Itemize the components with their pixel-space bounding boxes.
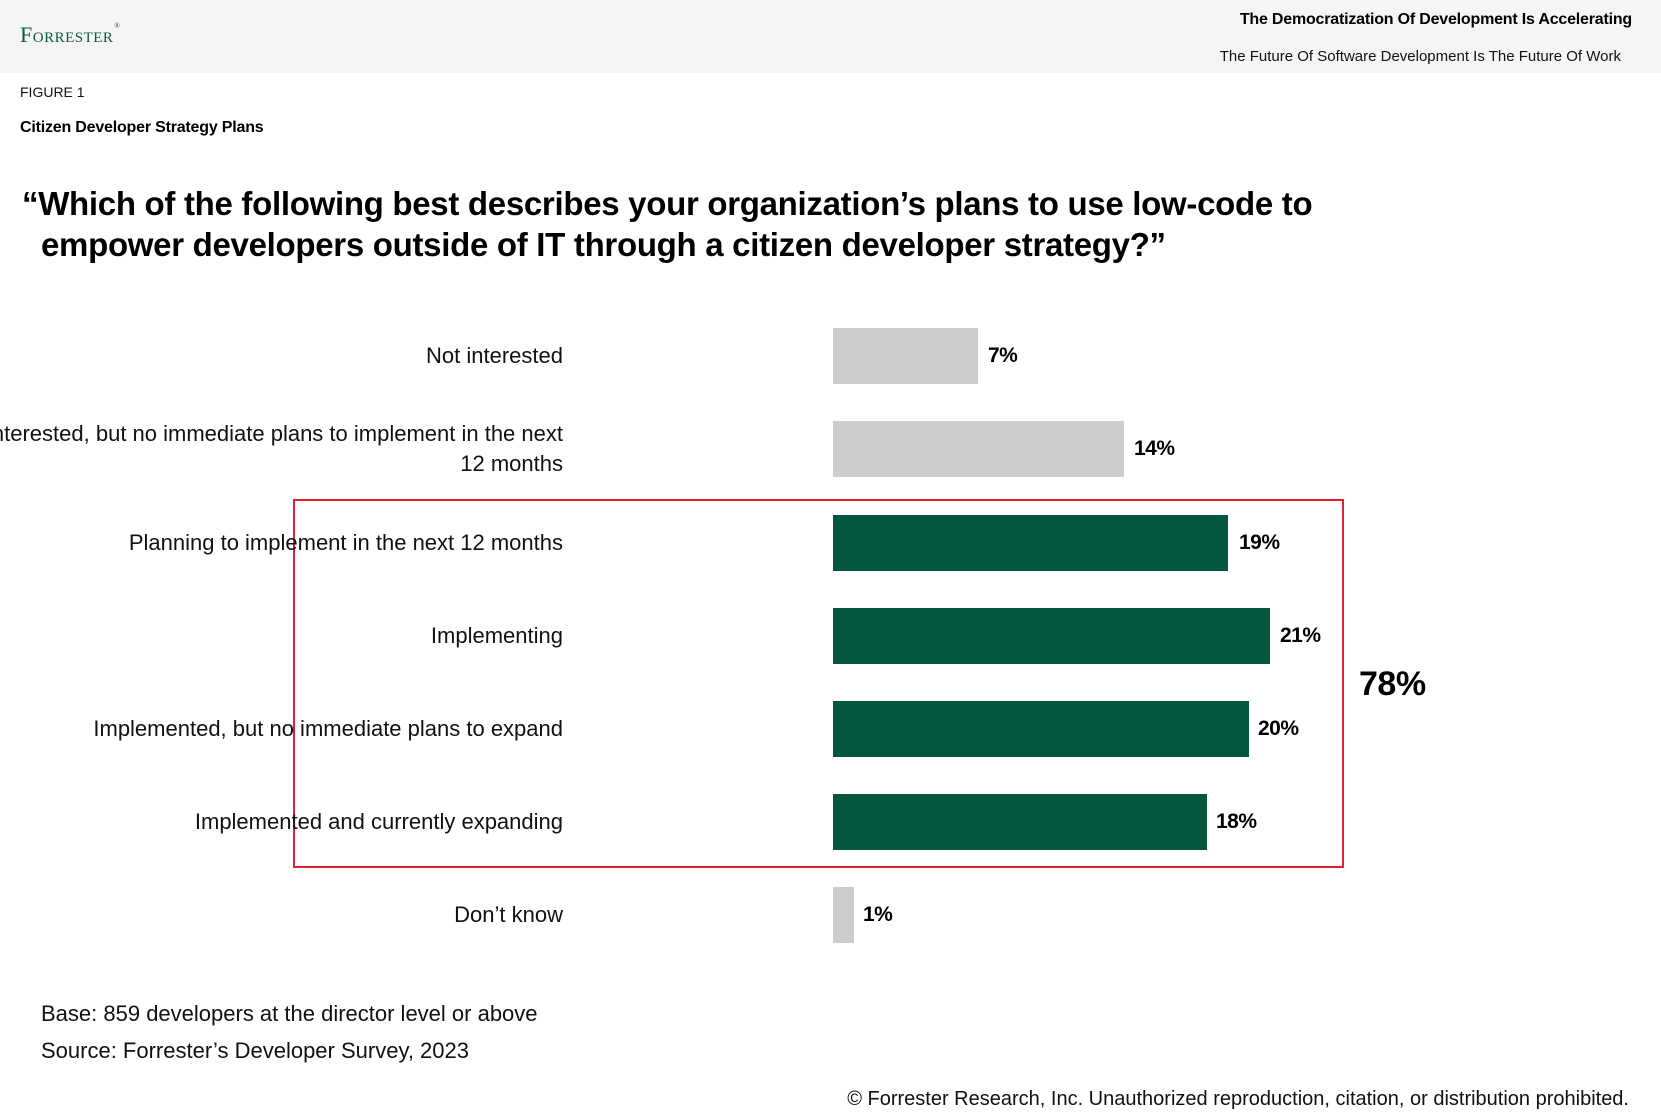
bar-value: 18% [1216,810,1257,833]
base-note: Base: 859 developers at the director lev… [41,1001,538,1026]
bar-value: 20% [1258,717,1299,740]
source-note: Source: Forrester’s Developer Survey, 20… [41,1038,469,1063]
chart-row: Implemented, but no immediate plans to e… [0,701,1400,757]
question-line-1: “Which of the following best describes y… [22,185,1313,222]
bar-dont-know [833,887,854,943]
chart-row: Implementing 21% [0,608,1400,664]
copyright-notice: © Forrester Research, Inc. Unauthorized … [847,1088,1629,1110]
bar-label: Implemented and currently expanding [194,809,563,834]
report-title: The Democratization Of Development Is Ac… [1239,11,1632,28]
bar-implementing [833,608,1270,664]
report-header: Forrester® The Democratization Of Develo… [0,0,1661,73]
bar-label: Don’t know [454,902,563,927]
figure-number: FIGURE 1 [20,84,85,100]
bar-not-interested [833,328,978,384]
highlight-box [293,499,1344,868]
bar-label: Implementing [430,623,563,648]
bar-value: 19% [1239,531,1280,554]
chart-row: Interested, but no immediate plans to im… [0,421,1400,477]
chart-row: Planning to implement in the next 12 mon… [0,515,1400,571]
bar-value: 21% [1280,624,1321,647]
chart-row: Not interested 7% [0,328,1400,384]
bar-value: 1% [863,903,893,926]
bar-interested-no-plans [833,421,1124,477]
survey-question: “Which of the following best describes y… [22,183,1442,265]
bar-value: 14% [1134,437,1175,460]
bar-value: 7% [988,344,1018,367]
bar-implemented-expanding [833,794,1207,850]
logo-text: Forrester [20,22,114,47]
bar-label: Interested, but no immediate plans to im… [0,421,563,476]
chart-row: Implemented and currently expanding 18% [0,794,1400,850]
bar-planning [833,515,1228,571]
chart-row: Don’t know 1% [0,887,1400,943]
total-annotation: 78% [1359,665,1426,703]
bar-label: Planning to implement in the next 12 mon… [128,530,563,555]
bar-label: Implemented, but no immediate plans to e… [93,716,563,741]
forrester-logo: Forrester® [20,22,120,48]
bar-label: Not interested [426,343,563,368]
registered-mark-icon: ® [114,22,121,30]
question-line-2: empower developers outside of IT through… [41,226,1166,263]
report-subtitle: The Future Of Software Development Is Th… [1219,48,1621,65]
bar-implemented-no-expand [833,701,1249,757]
figure-title: Citizen Developer Strategy Plans [20,119,264,136]
